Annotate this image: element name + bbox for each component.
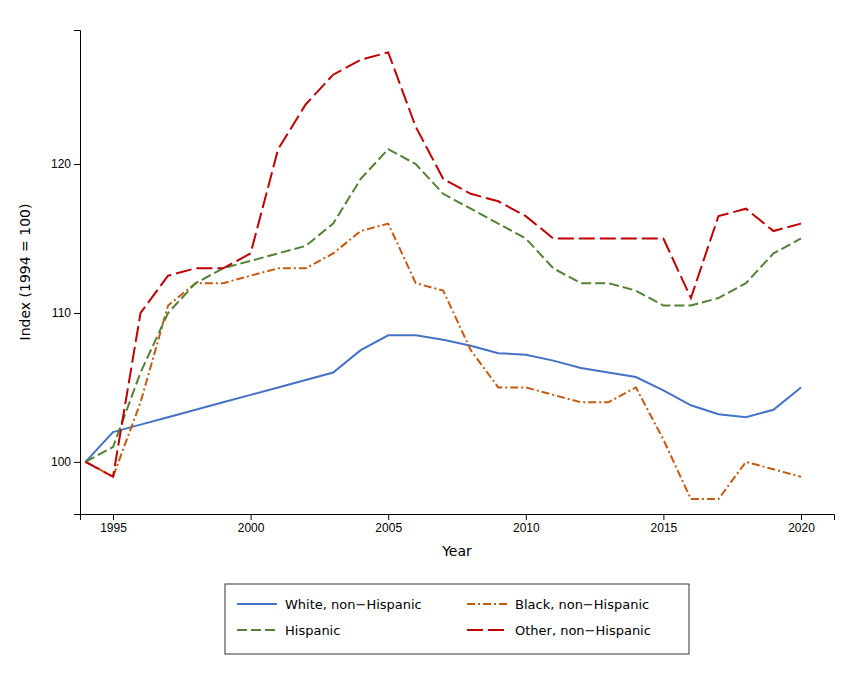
tick: 2010 <box>513 514 540 535</box>
legend-frame <box>225 584 689 654</box>
plot: 1995 2000 2005 2010 2015 2020 100 110 120 Year Ind… <box>17 31 835 560</box>
tick-mark <box>74 462 80 463</box>
series-line <box>86 335 801 462</box>
series-line <box>86 52 801 476</box>
tick: 100 <box>51 455 80 469</box>
tick-mark <box>801 514 802 520</box>
tick: 2015 <box>651 514 678 535</box>
chart: 1995 2000 2005 2010 2015 2020 100 110 120 Year Ind… <box>0 0 864 684</box>
tick: 1995 <box>100 514 127 535</box>
tick-label: 100 <box>51 455 71 469</box>
x-axis-line <box>81 515 835 521</box>
series-line <box>86 149 801 462</box>
legend-label: Black, non−Hispanic <box>515 597 649 612</box>
legend-entry: Black, non−Hispanic <box>467 597 649 612</box>
legend-entry: Other, non−Hispanic <box>467 623 651 638</box>
legend-entry: White, non−Hispanic <box>237 597 422 612</box>
x-axis: 1995 2000 2005 2010 2015 2020 <box>81 514 835 535</box>
tick-mark <box>113 514 114 520</box>
legend-swatch <box>237 603 277 605</box>
legend-entry: Hispanic <box>237 623 340 638</box>
tick: 120 <box>51 157 80 171</box>
tick: 2000 <box>238 514 265 535</box>
tick-mark <box>388 514 389 520</box>
tick-mark <box>663 514 664 520</box>
tick-mark <box>251 514 252 520</box>
legend-label: Other, non−Hispanic <box>515 623 651 638</box>
y-axis-title: Index (1994 = 100) <box>17 204 33 341</box>
series-line <box>86 224 801 500</box>
x-axis-title: Year <box>441 543 472 559</box>
tick: 2020 <box>788 514 815 535</box>
tick-label: 2005 <box>375 521 402 535</box>
tick-label: 2020 <box>788 521 815 535</box>
tick-label: 120 <box>51 157 71 171</box>
legend-swatch <box>237 629 277 631</box>
tick-mark <box>74 313 80 314</box>
legend: White, non−Hispanic Black, non−Hispanic Hi… <box>225 584 689 654</box>
tick-mark <box>526 514 527 520</box>
tick: 2005 <box>375 514 402 535</box>
tick-label: 110 <box>52 306 71 320</box>
tick-label: 2010 <box>513 521 540 535</box>
legend-swatch <box>467 603 507 605</box>
y-axis-line <box>74 31 81 515</box>
tick: 110 <box>52 306 80 320</box>
legend-label: Hispanic <box>285 623 340 638</box>
tick-label: 2000 <box>238 521 265 535</box>
legend-swatch <box>467 629 507 631</box>
tick-label: 2015 <box>651 521 678 535</box>
tick-label: 1995 <box>100 521 127 535</box>
series-group <box>86 52 801 499</box>
y-axis: 100 110 120 <box>51 31 81 515</box>
legend-label: White, non−Hispanic <box>285 597 422 612</box>
tick-mark <box>74 164 80 165</box>
